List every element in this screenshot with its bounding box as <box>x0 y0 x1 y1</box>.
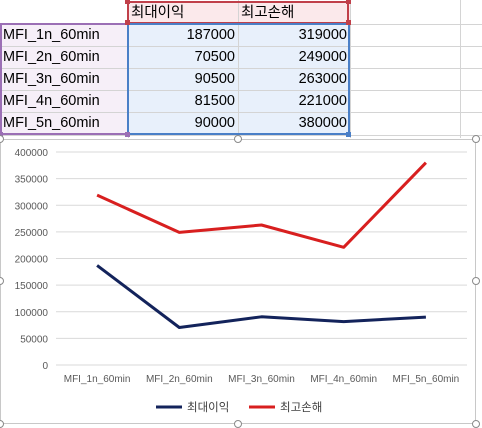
x-tick-label: MFI_3n_60min <box>228 374 295 385</box>
series-line-2 <box>96 161 427 249</box>
header-range-highlight <box>128 1 350 24</box>
y-tick-label: 350000 <box>15 175 49 186</box>
line-chart[interactable]: 0 50000 100000 150000 200000 250000 300000 3500… <box>0 139 476 424</box>
max-loss-cell[interactable]: 380000 <box>298 115 347 131</box>
range-resize-handle[interactable] <box>346 0 351 4</box>
y-tick-label: 0 <box>42 361 48 372</box>
x-tick-label: MFI_4n_60min <box>310 374 377 385</box>
range-resize-handle[interactable] <box>125 132 130 137</box>
row-label-cell[interactable]: MFI_3n_60min <box>3 71 100 87</box>
chart-resize-handle[interactable] <box>472 277 480 285</box>
y-tick-label: 150000 <box>15 281 49 292</box>
y-tick-label: 200000 <box>15 255 49 266</box>
row-label-cell[interactable]: MFI_2n_60min <box>3 49 100 65</box>
col-gridline <box>238 0 239 138</box>
series-line-1 <box>96 264 426 329</box>
range-resize-handle[interactable] <box>125 0 130 4</box>
max-profit-cell[interactable]: 187000 <box>186 27 235 43</box>
col-gridline <box>350 0 351 138</box>
legend-label: 최대이익 <box>187 401 229 414</box>
y-tick-label: 400000 <box>15 148 49 159</box>
max-profit-cell[interactable]: 90000 <box>194 115 235 131</box>
x-tick-label: MFI_1n_60min <box>64 374 131 385</box>
header-cell-max-loss[interactable]: 최고손해 <box>241 5 295 21</box>
row-label-cell[interactable]: MFI_1n_60min <box>3 27 100 43</box>
row-label-cell[interactable]: MFI_4n_60min <box>3 93 100 109</box>
y-tick-label: 300000 <box>15 201 49 212</box>
chart-resize-handle[interactable] <box>234 135 242 143</box>
values-range-highlight <box>128 24 350 135</box>
category-range-border <box>0 23 129 135</box>
values-range-border <box>127 23 350 135</box>
x-tick-label: MFI_5n_60min <box>393 374 460 385</box>
range-resize-handle[interactable] <box>0 132 3 137</box>
category-range-highlight <box>1 24 128 135</box>
range-resize-handle[interactable] <box>125 20 130 25</box>
series-name-range-border <box>127 1 349 24</box>
chart-resize-handle[interactable] <box>472 135 480 143</box>
y-tick-label: 50000 <box>20 334 48 345</box>
row-gridline <box>0 46 482 47</box>
max-loss-cell[interactable]: 221000 <box>298 93 347 109</box>
legend-label: 최고손해 <box>280 401 322 414</box>
max-loss-cell[interactable]: 249000 <box>298 49 347 65</box>
spreadsheet-range: 최대이익 최고손해 MFI_1n_60min 187000 319000 MFI… <box>0 0 482 138</box>
row-gridline <box>0 90 482 91</box>
row-gridline <box>0 112 482 113</box>
chart-plot: 0 50000 100000 150000 200000 250000 300000 3500… <box>15 148 467 414</box>
range-resize-handle[interactable] <box>346 20 351 25</box>
max-loss-cell[interactable]: 319000 <box>298 27 347 43</box>
row-label-cell[interactable]: MFI_5n_60min <box>3 115 100 131</box>
x-tick-label: MFI_2n_60min <box>146 374 213 385</box>
header-cell-max-profit[interactable]: 최대이익 <box>131 5 185 21</box>
max-profit-cell[interactable]: 90500 <box>194 71 235 87</box>
max-loss-cell[interactable]: 263000 <box>298 71 347 87</box>
y-tick-label: 250000 <box>15 228 49 239</box>
max-profit-cell[interactable]: 70500 <box>194 49 235 65</box>
col-gridline <box>460 0 461 138</box>
range-resize-handle[interactable] <box>346 132 351 137</box>
y-tick-label: 100000 <box>15 308 49 319</box>
row-gridline <box>0 68 482 69</box>
max-profit-cell[interactable]: 81500 <box>194 93 235 109</box>
